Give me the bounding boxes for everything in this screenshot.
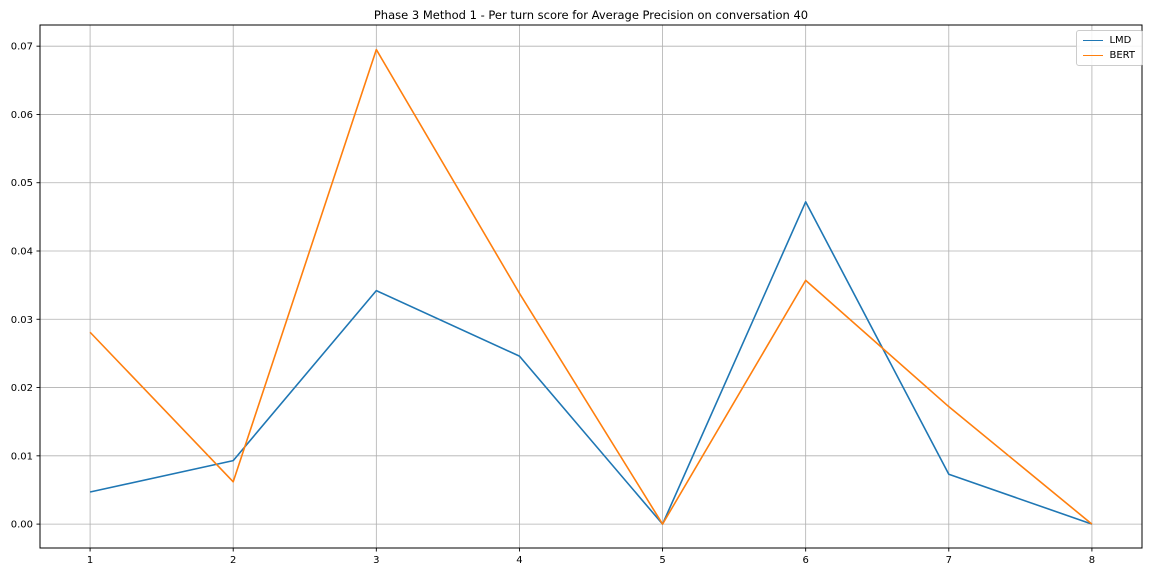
bert-line	[89, 48, 1093, 525]
bert-line-swatch	[1083, 55, 1104, 56]
legend-label-lmd: LMD	[1109, 35, 1132, 46]
y-tick-label: 0.04	[11, 246, 33, 257]
y-tick-label: 0.05	[11, 178, 33, 189]
x-tick-label: 2	[230, 555, 236, 566]
y-tick-label: 0.03	[11, 315, 33, 326]
x-tick-label: 4	[516, 555, 522, 566]
x-tick-label: 1	[87, 555, 93, 566]
x-tick-label: 3	[373, 555, 379, 566]
legend[interactable]: LMD BERT	[1076, 30, 1143, 66]
legend-row-lmd: LMD	[1083, 35, 1135, 46]
x-tick-label: 7	[946, 555, 952, 566]
y-tick-label: 0.06	[11, 110, 33, 121]
lmd-line-swatch	[1083, 40, 1104, 41]
legend-row-bert: BERT	[1083, 50, 1135, 61]
y-tick-label: 0.07	[11, 42, 33, 53]
y-tick-label: 0.01	[11, 451, 33, 462]
x-tick-label: 8	[1089, 555, 1095, 566]
legend-label-bert: BERT	[1109, 50, 1135, 61]
y-tick-label: 0.02	[11, 383, 33, 394]
chart-title: Phase 3 Method 1 - Per turn score for Av…	[373, 8, 809, 22]
plot-border	[39, 24, 1143, 549]
y-tick-label: 0.00	[11, 520, 33, 531]
x-tick-label: 6	[802, 555, 808, 566]
lmd-line	[89, 201, 1093, 525]
x-tick-label: 5	[659, 555, 665, 566]
